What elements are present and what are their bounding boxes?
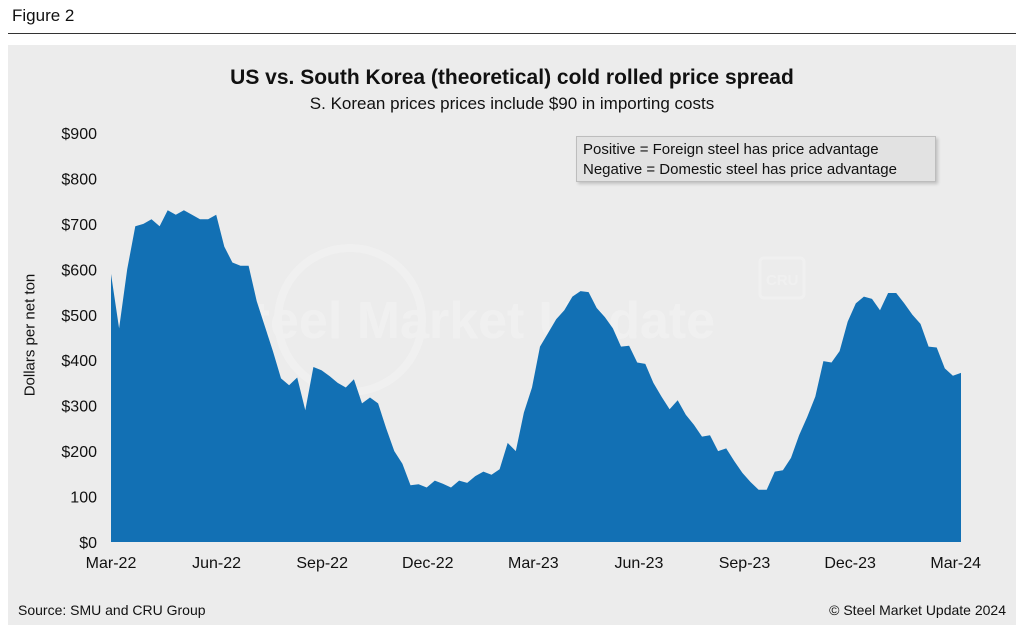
- chart-subtitle: S. Korean prices prices include $90 in i…: [309, 94, 715, 113]
- y-tick-label: $500: [61, 308, 97, 325]
- svg-text:CRU: CRU: [766, 272, 799, 289]
- chart-title: US vs. South Korea (theoretical) cold ro…: [230, 66, 794, 89]
- watermark-logo: Steel Market Update CRU: [218, 244, 806, 396]
- y-tick-label: $700: [61, 217, 97, 234]
- x-tick-label: Mar-24: [930, 555, 981, 572]
- y-tick-label: $200: [61, 444, 97, 461]
- spread-area: [111, 210, 961, 543]
- legend-line-negative: Negative = Domestic steel has price adva…: [583, 161, 897, 178]
- top-divider: [8, 33, 1016, 34]
- x-tick-label: Mar-23: [508, 555, 559, 572]
- x-tick-label: Sep-23: [719, 555, 771, 572]
- x-tick-label: Dec-22: [402, 555, 454, 572]
- legend-note: Positive = Foreign steel has price advan…: [576, 136, 936, 182]
- x-tick-label: Jun-22: [192, 555, 241, 572]
- y-tick-label: 100: [70, 490, 97, 507]
- x-tick-label: Jun-23: [614, 555, 663, 572]
- x-tick-label: Sep-22: [296, 555, 348, 572]
- x-tick-label: Dec-23: [824, 555, 876, 572]
- svg-text:Steel Market Update: Steel Market Update: [218, 292, 715, 350]
- legend-line-positive: Positive = Foreign steel has price advan…: [583, 141, 879, 158]
- figure-label: Figure 2: [12, 6, 75, 25]
- copyright-note: © Steel Market Update 2024: [829, 602, 1006, 618]
- y-tick-label: $0: [79, 535, 97, 552]
- x-tick-label: Mar-22: [86, 555, 137, 572]
- y-tick-label: $900: [61, 126, 97, 143]
- y-tick-label: $800: [61, 171, 97, 188]
- y-tick-label: $600: [61, 262, 97, 279]
- source-note: Source: SMU and CRU Group: [18, 602, 206, 618]
- y-tick-label: $300: [61, 399, 97, 416]
- y-tick-label: $400: [61, 353, 97, 370]
